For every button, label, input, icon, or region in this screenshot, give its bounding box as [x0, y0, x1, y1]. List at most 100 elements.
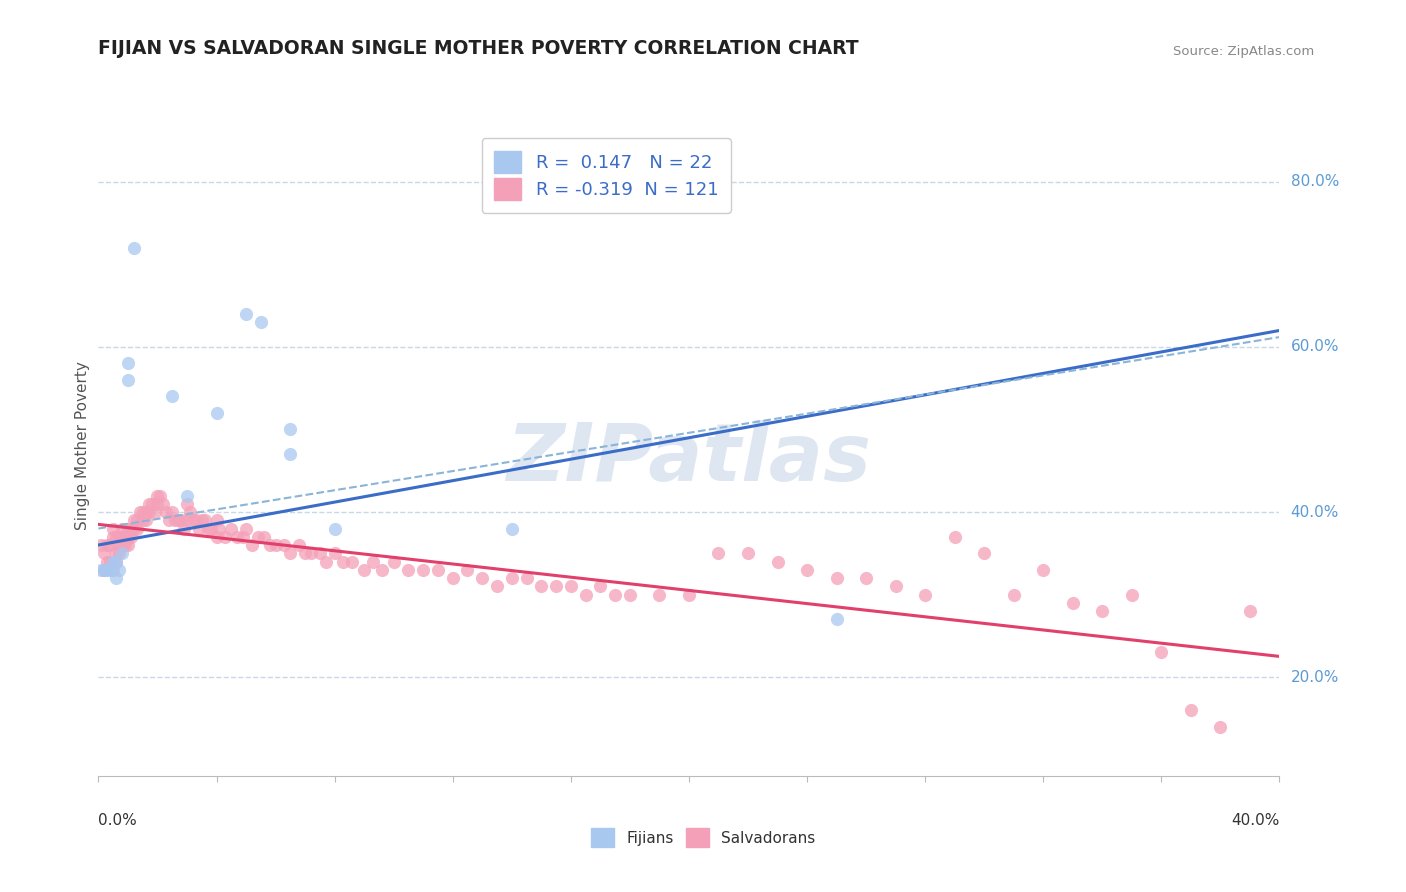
Point — [128, 505, 150, 519]
Point — [361, 554, 384, 569]
Point — [619, 588, 641, 602]
Point — [205, 513, 228, 527]
Point — [162, 389, 183, 403]
Point — [108, 538, 131, 552]
Text: 0.0%: 0.0% — [98, 814, 138, 828]
Point — [232, 530, 254, 544]
Point — [240, 538, 263, 552]
Point — [226, 530, 249, 544]
Point — [179, 505, 201, 519]
Point — [288, 538, 311, 552]
Point — [1180, 703, 1202, 717]
Point — [737, 546, 759, 560]
Point — [544, 579, 567, 593]
Point — [114, 538, 136, 552]
Point — [96, 563, 118, 577]
Point — [1239, 604, 1261, 618]
Point — [382, 554, 405, 569]
Point — [117, 530, 139, 544]
Point — [315, 554, 337, 569]
Point — [90, 538, 112, 552]
Point — [103, 554, 125, 569]
Point — [501, 571, 523, 585]
Point — [914, 588, 936, 602]
Point — [412, 563, 434, 577]
Point — [1150, 645, 1173, 659]
Point — [200, 521, 222, 535]
Point — [108, 563, 131, 577]
Point — [103, 563, 125, 577]
Point — [1062, 596, 1084, 610]
Point — [825, 571, 848, 585]
Point — [205, 530, 228, 544]
Point — [884, 579, 907, 593]
Point — [194, 513, 217, 527]
Point — [309, 546, 332, 560]
Point — [152, 497, 174, 511]
Point — [120, 521, 142, 535]
Legend: R =  0.147   N = 22, R = -0.319  N = 121: R = 0.147 N = 22, R = -0.319 N = 121 — [481, 138, 731, 213]
Point — [108, 546, 131, 560]
Point — [176, 497, 198, 511]
Text: Source: ZipAtlas.com: Source: ZipAtlas.com — [1174, 45, 1315, 58]
Point — [589, 579, 612, 593]
Point — [149, 489, 172, 503]
Point — [353, 563, 375, 577]
Text: 40.0%: 40.0% — [1232, 814, 1279, 828]
Text: 40.0%: 40.0% — [1291, 505, 1339, 519]
Point — [93, 546, 115, 560]
Point — [259, 538, 281, 552]
Point — [1002, 588, 1025, 602]
Point — [187, 521, 209, 535]
Point — [184, 513, 207, 527]
Point — [181, 513, 204, 527]
Point — [1032, 563, 1054, 577]
Point — [122, 521, 145, 535]
Point — [294, 546, 316, 560]
Point — [103, 521, 125, 535]
Point — [135, 505, 157, 519]
Point — [332, 554, 354, 569]
Text: FIJIAN VS SALVADORAN SINGLE MOTHER POVERTY CORRELATION CHART: FIJIAN VS SALVADORAN SINGLE MOTHER POVER… — [98, 39, 859, 58]
Point — [191, 513, 214, 527]
Point — [278, 423, 302, 437]
Point — [471, 571, 494, 585]
Point — [105, 554, 128, 569]
Point — [93, 563, 115, 577]
Point — [105, 571, 128, 585]
Point — [515, 571, 537, 585]
Point — [214, 530, 236, 544]
Point — [796, 563, 818, 577]
Point — [132, 505, 155, 519]
Point — [111, 521, 134, 535]
Point — [105, 546, 128, 560]
Point — [93, 563, 115, 577]
Point — [117, 521, 139, 535]
Point — [825, 612, 848, 626]
Point — [530, 579, 553, 593]
Point — [117, 373, 139, 387]
Point — [427, 563, 450, 577]
Point — [208, 521, 231, 535]
Point — [264, 538, 287, 552]
Point — [973, 546, 995, 560]
Point — [342, 554, 364, 569]
Point — [605, 588, 627, 602]
Point — [120, 530, 142, 544]
Point — [253, 530, 276, 544]
Point — [323, 546, 346, 560]
Point — [371, 563, 394, 577]
Text: 80.0%: 80.0% — [1291, 175, 1339, 189]
Point — [1091, 604, 1114, 618]
Point — [560, 579, 582, 593]
Point — [219, 521, 242, 535]
Point — [273, 538, 295, 552]
Point — [165, 513, 187, 527]
Point — [162, 505, 183, 519]
Point — [501, 521, 523, 535]
Point — [299, 546, 322, 560]
Y-axis label: Single Mother Poverty: Single Mother Poverty — [75, 361, 90, 531]
Point — [278, 447, 302, 461]
Text: ZIPatlas: ZIPatlas — [506, 420, 872, 499]
Point — [114, 530, 136, 544]
